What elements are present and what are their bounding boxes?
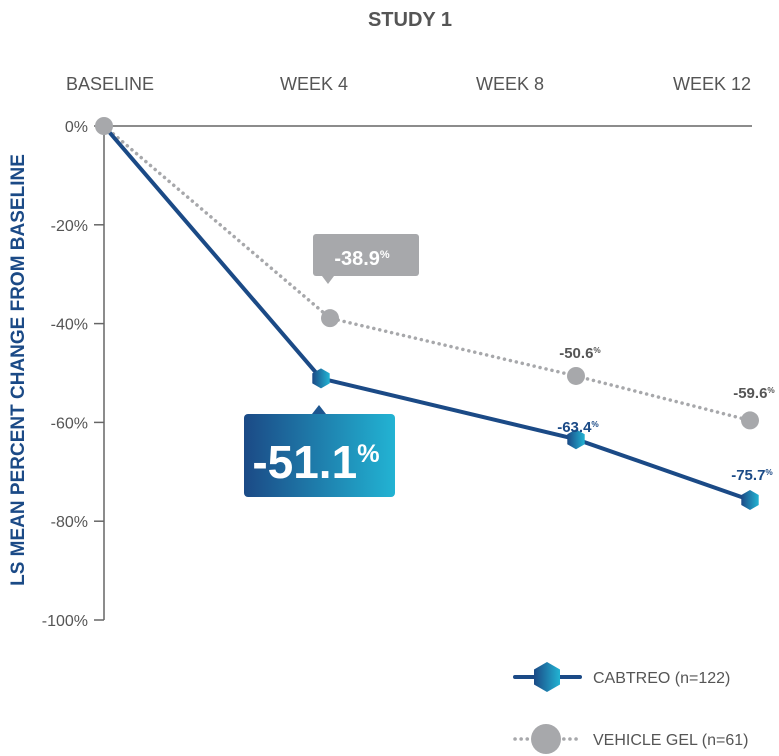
x-tick-label: BASELINE xyxy=(66,74,154,94)
vehicle-point xyxy=(567,366,585,385)
series-line-cabtreo xyxy=(102,124,751,502)
vehicle-data-label: -38.9% xyxy=(334,248,390,270)
x-tick-label: WEEK 4 xyxy=(280,74,348,94)
data-label-value: -38.9 xyxy=(334,248,380,270)
cabtreo-callout-pointer xyxy=(312,405,326,414)
cabtreo-callout-box xyxy=(244,414,395,497)
vehicle-callout-box xyxy=(313,234,419,276)
data-label-value: -63.4 xyxy=(557,419,592,436)
cabtreo-point xyxy=(567,429,585,450)
y-tick-label: -60% xyxy=(51,415,88,432)
x-tick-label: WEEK 8 xyxy=(476,74,544,94)
legend-vehicle-marker xyxy=(531,724,561,754)
vehicle-data-label: -50.6% xyxy=(559,345,601,362)
cabtreo-point xyxy=(312,368,330,389)
cabtreo-data-label: -75.7% xyxy=(731,467,773,484)
cabtreo-data-label: -51.1% xyxy=(252,436,379,488)
data-label-percent: % xyxy=(765,468,773,477)
y-tick-label: -40% xyxy=(51,317,88,334)
legend-cabtreo-label: CABTREO (n=122) xyxy=(593,670,730,687)
y-axis-label: LS MEAN PERCENT CHANGE FROM BASELINE xyxy=(8,154,29,586)
vehicle-point xyxy=(741,411,759,430)
data-label-percent: % xyxy=(593,346,601,355)
series-line-vehicle xyxy=(102,124,752,423)
cabtreo-data-label: -63.4% xyxy=(557,419,599,436)
cabtreo-point xyxy=(741,490,759,510)
chart-title: STUDY 1 xyxy=(368,9,452,31)
data-label-value: -75.7 xyxy=(731,467,765,484)
legend-cabtreo-marker xyxy=(534,662,560,692)
data-label-percent: % xyxy=(380,249,390,261)
vehicle-point xyxy=(321,309,339,328)
y-tick-label: -80% xyxy=(51,514,88,531)
y-tick-label: 0% xyxy=(65,119,88,136)
x-tick-label: WEEK 12 xyxy=(673,74,751,94)
vehicle-callout-pointer xyxy=(322,276,334,284)
legend-vehicle-label: VEHICLE GEL (n=61) xyxy=(593,732,748,749)
y-tick-label: -20% xyxy=(51,218,88,235)
data-label-value: -59.6 xyxy=(733,385,767,402)
data-label-percent: % xyxy=(591,420,599,429)
data-label-value: -50.6 xyxy=(559,345,593,362)
data-label-percent: % xyxy=(767,386,775,395)
data-label-percent: % xyxy=(357,440,380,468)
vehicle-data-label: -59.6% xyxy=(733,385,775,402)
y-tick-label: -100% xyxy=(42,613,88,630)
vehicle-point xyxy=(95,117,113,135)
data-label-value: -51.1 xyxy=(252,436,357,488)
